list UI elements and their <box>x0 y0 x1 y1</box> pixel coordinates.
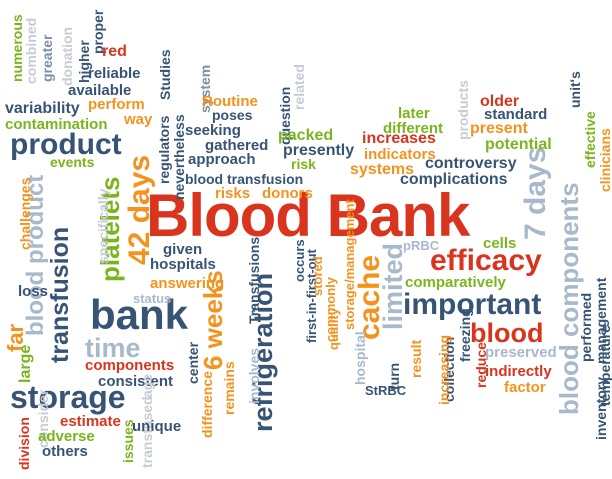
word-performed: performed <box>578 292 594 362</box>
word-components: components <box>85 357 175 374</box>
word-contamination: contamination <box>5 116 108 133</box>
word-presently: presently <box>283 142 355 159</box>
word-routine: Routine <box>202 93 258 110</box>
word-complications: complications <box>400 171 508 188</box>
word-large: large <box>17 344 34 383</box>
word-inventory: inventory <box>593 376 609 440</box>
word-controversy: controversy <box>425 155 517 172</box>
word-regulators: regulators <box>156 115 172 184</box>
word-factor: factor <box>504 379 546 396</box>
word-donors: donors <box>262 185 313 202</box>
word-center: center <box>185 341 201 384</box>
word-limited: limited <box>378 242 408 330</box>
word-numerous: numerous <box>9 14 25 82</box>
word-products: products <box>455 80 471 140</box>
word-hospitals: hospitals <box>150 256 216 273</box>
word-blood: blood <box>470 318 544 348</box>
word-indirectly: indirectly <box>485 363 552 380</box>
word-perform: perform <box>88 96 145 113</box>
word-given: given <box>163 241 203 258</box>
word-efficacy: efficacy <box>430 244 542 277</box>
word-involves: involves <box>246 347 262 404</box>
word-division: division <box>16 417 32 470</box>
word-events: events <box>50 154 95 170</box>
word-challenges: challenges <box>17 177 33 250</box>
word-prbc: pRBC <box>403 238 440 253</box>
word-increasing: increasing <box>436 334 452 405</box>
word-product: product <box>10 128 122 161</box>
word-result: result <box>408 339 424 378</box>
word-stored: stored <box>310 256 325 296</box>
word-approach: approach <box>188 151 256 168</box>
word-effective: effective <box>582 111 598 168</box>
word-difference: difference <box>199 371 215 438</box>
word-risk: risk <box>291 156 316 172</box>
word-gathered: gathered <box>205 137 269 154</box>
word-clinicians: clinicians <box>597 128 612 192</box>
word-nevertheless: nevertheless <box>171 114 187 200</box>
word-older: older <box>480 93 520 110</box>
word-donation: donation <box>59 26 75 86</box>
word-loss: loss <box>18 283 49 300</box>
word-unit-s: unit's <box>567 71 583 108</box>
word-related: related <box>291 64 307 110</box>
word-preserved: preserved <box>485 344 557 361</box>
word-increases: increases <box>362 130 436 147</box>
word-different: different <box>383 120 443 137</box>
word-potential: potential <box>485 136 552 153</box>
word-remains: remains <box>221 361 237 415</box>
word-seeking: seeking <box>185 122 241 139</box>
word-time: time <box>85 333 141 363</box>
word-quality: quality <box>326 308 341 350</box>
word-risks: risks <box>215 185 251 202</box>
word-transfusions: Transfusions <box>246 236 262 324</box>
word-consistent: consistent <box>98 373 174 390</box>
word-poses: poses <box>212 107 253 123</box>
word-studies: Studies <box>157 49 173 100</box>
word-bank: bank <box>90 291 189 338</box>
word-hospital: hospital <box>352 331 368 385</box>
word-later: later <box>398 105 430 122</box>
word-present: present <box>470 120 528 137</box>
word-unique: unique <box>132 418 182 435</box>
word-systems: systems <box>350 161 415 178</box>
word-indicators: indicators <box>364 146 436 163</box>
word-status: status <box>133 291 172 306</box>
word-age: age <box>139 373 155 398</box>
word-packed: packed <box>278 127 334 144</box>
word-specifically: specifically <box>95 188 111 265</box>
word-adverse: adverse <box>38 428 95 445</box>
word-storage-management: storage/management <box>342 199 357 330</box>
word-7-days: 7 days <box>519 146 552 240</box>
word-estimate: estimate <box>60 413 121 430</box>
word-available: available <box>68 82 132 99</box>
word-cells: cells <box>483 235 517 252</box>
word-freezing: freezing <box>457 308 473 362</box>
word-strbc: StRBC <box>365 383 407 398</box>
word-answering: answering <box>150 275 225 292</box>
word-variability: variability <box>5 100 80 117</box>
word-blood-bank: Blood Bank <box>146 182 470 249</box>
word-greater: greater <box>39 34 55 82</box>
word-combined: combined <box>23 17 39 84</box>
word-transfusion: transfusion <box>46 226 74 363</box>
word-42-days: 42 days <box>123 154 156 265</box>
word-storage: storage <box>10 379 126 415</box>
word-others: others <box>42 443 88 460</box>
word-red: red <box>102 43 127 60</box>
word-reliable: reliable <box>88 65 141 82</box>
word-important: important <box>403 288 542 321</box>
word-way: way <box>124 111 153 128</box>
word-blood-transfusion: blood transfusion <box>185 171 304 187</box>
word-standard: standard <box>484 106 548 123</box>
word-comparatively: comparatively <box>405 274 506 291</box>
